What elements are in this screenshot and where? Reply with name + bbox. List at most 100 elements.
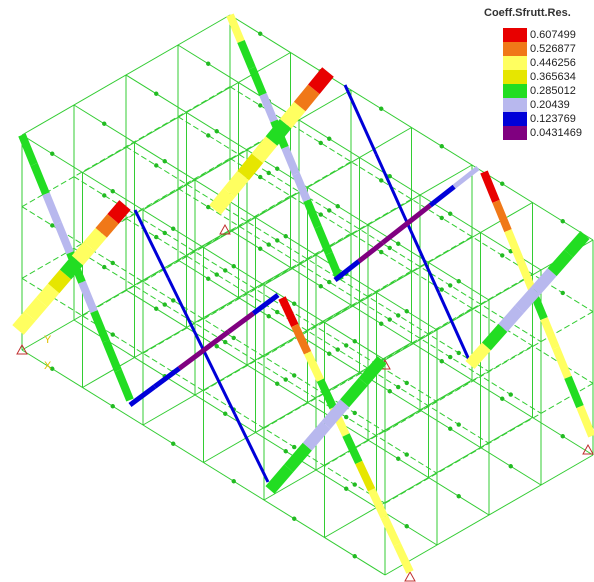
- member-segment: [36, 283, 60, 308]
- member-segment: [406, 222, 441, 294]
- node-dot: [214, 272, 219, 277]
- member-segment: [564, 375, 584, 409]
- member-segment: [248, 66, 267, 97]
- node-dot: [292, 301, 297, 306]
- member-segment: [78, 280, 98, 314]
- member-segment: [321, 399, 350, 429]
- member-segment: [357, 240, 385, 264]
- node-dot: [275, 381, 280, 386]
- node-dot: [214, 344, 219, 349]
- node-dot: [508, 464, 513, 469]
- legend-title: Coeff.Sfrutt.Res.: [484, 7, 571, 19]
- member-segment: [316, 378, 337, 410]
- node-dot: [223, 268, 228, 273]
- member-segment: [303, 351, 325, 382]
- member-segment: [374, 153, 409, 225]
- node-dot: [266, 170, 271, 176]
- node-dot: [318, 284, 323, 289]
- legend-swatch: [503, 126, 527, 140]
- member-segment: [381, 222, 409, 245]
- node-dot: [448, 426, 453, 431]
- legend-label: 0.607499: [530, 29, 576, 41]
- legend-label: 0.526877: [530, 43, 576, 55]
- node-dot: [266, 242, 271, 247]
- legend-label: 0.365634: [530, 71, 576, 83]
- node-dot: [110, 260, 115, 266]
- node-dot: [50, 151, 55, 156]
- node-dot: [258, 174, 263, 180]
- node-dot: [387, 317, 392, 322]
- node-dot: [396, 241, 401, 246]
- member-segment: [342, 433, 363, 465]
- member-segment: [367, 488, 389, 519]
- node-dot: [387, 389, 392, 394]
- member-segment: [308, 67, 334, 95]
- node-dot: [206, 204, 211, 210]
- node-dot: [275, 309, 280, 315]
- node-dot: [231, 264, 236, 269]
- member-segment: [47, 269, 72, 294]
- node-dot: [439, 287, 444, 292]
- node-dot: [379, 106, 384, 111]
- node-dot: [275, 166, 280, 171]
- member-segment: [428, 184, 456, 208]
- member-segment: [177, 347, 206, 371]
- node-dot: [335, 347, 340, 352]
- member-segment: [202, 329, 231, 353]
- frame-grid: [16, 14, 594, 582]
- member-segment: [576, 405, 594, 438]
- node-dot: [318, 212, 323, 217]
- member-segment: [279, 101, 306, 129]
- node-dot: [258, 31, 263, 36]
- member-segment: [259, 92, 278, 123]
- member-segment: [18, 133, 38, 166]
- member-segment: [265, 118, 292, 146]
- node-dot: [231, 479, 236, 484]
- member-segment: [547, 249, 574, 277]
- node-dot: [110, 404, 115, 409]
- node-dot: [500, 253, 505, 258]
- node-dot: [214, 129, 219, 134]
- member-segment: [102, 339, 122, 373]
- member-segment: [333, 259, 361, 282]
- node-dot: [102, 264, 107, 270]
- node-dot: [560, 219, 565, 224]
- legend-swatch: [503, 84, 527, 98]
- member-segment: [59, 255, 84, 280]
- legend-swatch: [503, 56, 527, 70]
- member-segment: [200, 345, 237, 415]
- legend-label: 0.446256: [530, 57, 576, 69]
- node-dot: [448, 354, 453, 360]
- member-segment: [531, 268, 557, 295]
- member-segment: [237, 153, 264, 181]
- node-dot: [508, 392, 513, 397]
- member-segment: [12, 311, 36, 335]
- member-segment: [481, 323, 508, 351]
- members: [12, 13, 594, 574]
- node-dot: [154, 306, 159, 311]
- node-dot: [344, 343, 349, 348]
- node-dot: [448, 283, 453, 288]
- node-dot: [344, 414, 349, 420]
- member-segment: [552, 346, 572, 379]
- node-dot: [327, 351, 332, 356]
- member-segment: [480, 170, 500, 203]
- node-dot: [275, 238, 280, 243]
- node-dot: [110, 332, 115, 337]
- node-dot: [266, 314, 271, 319]
- node-dot: [396, 384, 401, 390]
- node-dot: [387, 245, 392, 251]
- member-segment: [265, 464, 294, 494]
- node-dot: [335, 204, 340, 209]
- node-dot: [456, 350, 461, 356]
- member-segment: [71, 241, 96, 266]
- node-dot: [162, 230, 167, 236]
- member-segment: [380, 515, 401, 547]
- legend-swatch: [503, 42, 527, 56]
- node-dot: [456, 422, 461, 427]
- node-dot: [448, 211, 453, 216]
- node-dot: [171, 441, 176, 446]
- node-dot: [456, 279, 461, 284]
- node-dot: [379, 321, 384, 326]
- node-dot: [404, 524, 409, 529]
